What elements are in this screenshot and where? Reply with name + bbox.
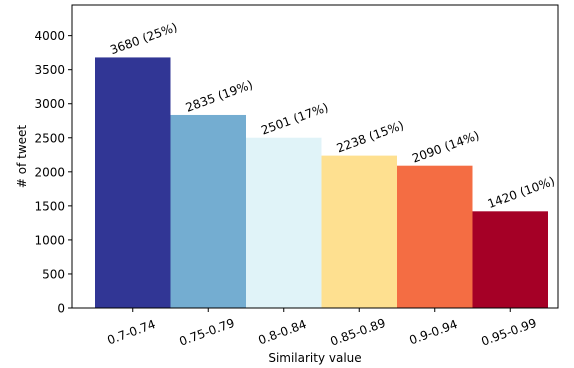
bar-0.9-0.94	[397, 165, 473, 308]
bar-0.95-0.99	[472, 211, 548, 308]
data-label-0.8-0.84: 2501 (17%)	[259, 100, 330, 137]
data-label-0.95-0.99: 1420 (10%)	[486, 174, 557, 211]
x-axis-ticks: 0.7-0.74 0.75-0.79 0.8-0.84 0.85-0.89 0.9-0.…	[105, 308, 538, 349]
x-tick-label: 0.7-0.74	[105, 317, 157, 347]
x-tick-label: 0.85-0.89	[328, 316, 387, 349]
plot-frame	[71, 4, 559, 309]
y-tick-label: 1000	[34, 233, 65, 247]
y-tick-label: 3500	[34, 63, 65, 77]
x-tick-label: 0.75-0.79	[177, 316, 236, 349]
x-axis-label: Similarity value	[268, 351, 361, 365]
bar-0.7-0.74	[95, 57, 171, 308]
y-tick-label: 4000	[34, 29, 65, 43]
y-tick-label: 3000	[34, 97, 65, 111]
bars-group	[95, 57, 548, 308]
data-label-0.9-0.94: 2090 (14%)	[410, 128, 481, 165]
x-tick-label: 0.8-0.84	[256, 317, 308, 347]
y-axis-label: # of tweet	[15, 125, 29, 189]
y-axis-ticks: 0 500 1000 1500 2000 2500 3000 3500 4000	[34, 29, 72, 316]
y-tick-label: 2500	[34, 131, 65, 145]
y-tick-label: 1500	[34, 199, 65, 213]
y-tick-label: 2000	[34, 165, 65, 179]
x-tick-label: 0.95-0.99	[479, 316, 538, 349]
y-tick-label: 500	[42, 267, 65, 281]
bar-0.8-0.84	[246, 137, 322, 308]
data-label-0.75-0.79: 2835 (19%)	[184, 78, 255, 115]
bar-0.85-0.89	[321, 155, 397, 308]
data-label-0.7-0.74: 3680 (25%)	[108, 20, 179, 57]
bar-0.75-0.79	[170, 114, 246, 308]
data-label-0.85-0.89: 2238 (15%)	[335, 118, 406, 155]
y-tick-label: 0	[57, 302, 65, 316]
x-tick-label: 0.9-0.94	[407, 317, 459, 347]
